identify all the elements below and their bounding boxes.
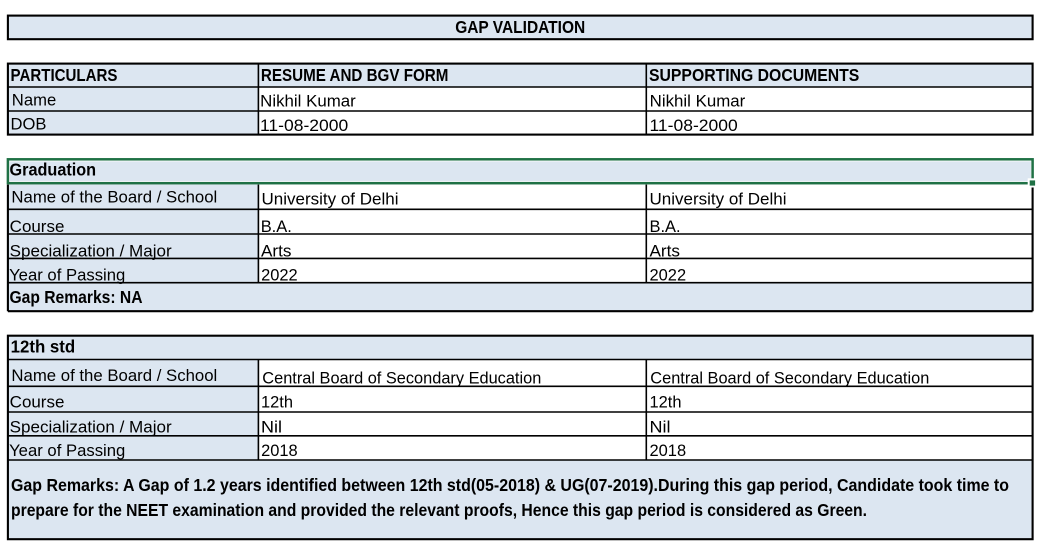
svg-text:Arts: Arts	[650, 241, 681, 260]
svg-text:Nil: Nil	[650, 418, 671, 437]
svg-text:Gap Remarks: A Gap of 1.2 year: Gap Remarks: A Gap of 1.2 years identifi…	[11, 475, 1009, 495]
svg-text:Arts: Arts	[261, 241, 292, 260]
svg-text:Course: Course	[10, 217, 65, 236]
svg-text:Graduation: Graduation	[10, 159, 97, 179]
svg-text:Name of the Board / School: Name of the Board / School	[11, 188, 217, 207]
svg-text:Gap Remarks: NA: Gap Remarks: NA	[10, 287, 143, 307]
svg-text:2022: 2022	[650, 265, 687, 284]
svg-text:Specialization / Major: Specialization / Major	[10, 418, 173, 437]
svg-text:RESUME AND BGV FORM: RESUME AND BGV FORM	[261, 65, 449, 85]
svg-text:Course: Course	[10, 392, 65, 411]
svg-text:Central Board of Secondary Edu: Central Board of Secondary Education	[650, 368, 929, 387]
svg-text:Year of Passing: Year of Passing	[9, 265, 125, 284]
svg-text:Year of Passing: Year of Passing	[9, 441, 125, 460]
svg-text:11-08-2000: 11-08-2000	[650, 116, 738, 135]
svg-text:2018: 2018	[650, 441, 687, 460]
svg-text:2022: 2022	[261, 265, 298, 284]
svg-text:University of Delhi: University of Delhi	[650, 190, 787, 209]
svg-text:B.A.: B.A.	[650, 217, 681, 236]
svg-text:SUPPORTING DOCUMENTS: SUPPORTING DOCUMENTS	[649, 65, 859, 85]
svg-text:11-08-2000: 11-08-2000	[260, 116, 348, 135]
svg-text:Specialization / Major: Specialization / Major	[10, 241, 173, 260]
svg-text:B.A.: B.A.	[261, 217, 292, 236]
svg-text:Nikhil Kumar: Nikhil Kumar	[260, 91, 356, 110]
svg-text:Central Board of Secondary Edu: Central Board of Secondary Education	[262, 368, 541, 387]
svg-text:Name: Name	[12, 90, 56, 109]
svg-text:12th std: 12th std	[11, 337, 76, 357]
svg-text:GAP VALIDATION: GAP VALIDATION	[455, 17, 585, 37]
svg-text:2018: 2018	[261, 441, 298, 460]
svg-text:DOB: DOB	[11, 114, 47, 133]
svg-text:PARTICULARS: PARTICULARS	[11, 65, 118, 85]
svg-text:Nil: Nil	[261, 418, 282, 437]
svg-text:Nikhil Kumar: Nikhil Kumar	[650, 91, 746, 110]
svg-text:12th: 12th	[261, 392, 293, 411]
svg-text:Name of the Board / School: Name of the Board / School	[11, 366, 217, 385]
svg-text:12th: 12th	[650, 392, 682, 411]
svg-text:University of Delhi: University of Delhi	[262, 190, 399, 209]
svg-text:prepare for the NEET examinati: prepare for the NEET examination and pro…	[11, 500, 867, 520]
